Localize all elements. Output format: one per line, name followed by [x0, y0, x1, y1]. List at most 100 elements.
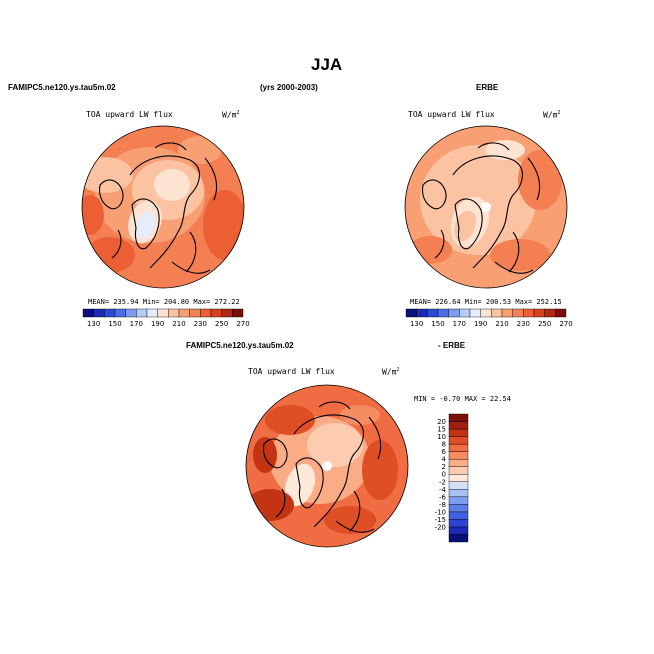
colorbar-swatch	[448, 474, 469, 482]
units-base: W/m	[222, 110, 237, 120]
map-obs	[404, 125, 568, 289]
units-exponent: 2	[236, 110, 240, 116]
colorbar-swatch	[480, 308, 492, 318]
colorbar-swatch	[448, 308, 460, 318]
panel-model-variable: TOA upward LW flux	[86, 110, 173, 119]
years-label: (yrs 2000-2003)	[260, 83, 318, 92]
colorbar-swatch	[448, 413, 469, 422]
colorbar-tick-label: 0	[442, 471, 446, 479]
colorbar-swatch	[232, 308, 244, 318]
colorbar-tick-label: 130	[87, 320, 100, 328]
colorbar-swatch	[200, 308, 212, 318]
units-exponent: 2	[396, 367, 400, 373]
colorbar-swatch	[448, 511, 469, 520]
units-base: W/m	[543, 110, 558, 120]
panel-diff-variable: TOA upward LW flux	[248, 367, 335, 376]
colorbar-swatch	[448, 496, 469, 505]
colorbar-tick-label: 10	[437, 433, 446, 441]
colorbar-tick-label: -2	[439, 478, 446, 486]
colorbar-swatch	[125, 308, 137, 318]
panel-model-stats: MEAN= 235.94 Min= 204.80 Max= 272.22	[88, 298, 240, 306]
colorbar-swatch	[448, 436, 469, 445]
colorbar-swatch	[416, 308, 428, 318]
colorbar-swatch	[221, 308, 233, 318]
panel-obs-variable: TOA upward LW flux	[408, 110, 495, 119]
colorbar-tick-label: 20	[437, 418, 446, 426]
colorbar-tick-label: 150	[431, 320, 444, 328]
colorbar-tick-label: -4	[439, 486, 447, 494]
colorbar-swatch	[544, 308, 556, 318]
colorbar-tick-label: 190	[151, 320, 164, 328]
colorbar-swatch	[533, 308, 545, 318]
colorbar-tick-label: -15	[435, 516, 446, 524]
colorbar-swatch	[448, 534, 469, 543]
colorbar-swatch	[448, 504, 469, 513]
colorbar-swatch	[136, 308, 148, 318]
colorbar-tick-label: 250	[538, 320, 551, 328]
panel-model-units: W/m2	[222, 110, 239, 120]
diff-model-label: FAMIPC5.ne120.ys.tau5m.02	[186, 341, 294, 350]
colorbar-swatch	[146, 308, 158, 318]
map-model	[81, 125, 245, 289]
colorbar-tick-label: 250	[215, 320, 228, 328]
diff-obs-label: - ERBE	[438, 341, 466, 350]
panel-obs-units: W/m2	[543, 110, 560, 120]
map-difference	[245, 384, 409, 548]
colorbar-swatch	[448, 421, 469, 430]
units-exponent: 2	[557, 110, 561, 116]
colorbar-swatch	[405, 308, 417, 318]
colorbar-tick-label: 270	[236, 320, 249, 328]
colorbar-tick-label: -20	[435, 523, 446, 531]
colorbar-tick-label: 8	[442, 441, 446, 449]
colorbar-tick-label: 170	[130, 320, 143, 328]
colorbar-swatch	[104, 308, 116, 318]
colorbar-swatch	[448, 526, 469, 535]
colorbar-tick-label: 130	[410, 320, 423, 328]
colorbar-model: 130 150 170 190 210 230 250 270	[82, 308, 250, 328]
colorbar-tick-label: 210	[172, 320, 185, 328]
colorbar-swatch	[82, 308, 94, 318]
colorbar-swatch	[178, 308, 190, 318]
colorbar-swatch	[448, 428, 469, 437]
colorbar-tick-label: 4	[442, 456, 447, 464]
colorbar-swatch	[448, 458, 469, 467]
colorbar-swatch	[437, 308, 449, 318]
colorbar-swatch	[448, 443, 469, 452]
colorbar-swatch	[512, 308, 524, 318]
colorbar-obs: 130 150 170 190 210 230 250 270	[405, 308, 573, 328]
colorbar-swatch	[448, 489, 469, 498]
obs-label: ERBE	[476, 83, 499, 92]
model-case-label: FAMIPC5.ne120.ys.tau5m.02	[8, 83, 116, 92]
colorbar-swatch	[459, 308, 471, 318]
colorbar-tick-label: -8	[439, 501, 446, 509]
colorbar-swatch	[469, 308, 481, 318]
colorbar-tick-label: 150	[108, 320, 121, 328]
colorbar-swatch	[427, 308, 439, 318]
colorbar-tick-label: 6	[442, 448, 447, 456]
colorbar-swatch	[501, 308, 513, 318]
colorbar-tick-label: 15	[437, 426, 446, 434]
colorbar-swatch	[93, 308, 105, 318]
colorbar-tick-label: 2	[442, 463, 446, 471]
colorbar-swatch	[189, 308, 201, 318]
colorbar-tick-label: -10	[435, 508, 446, 516]
colorbar-tick-label: 230	[194, 320, 207, 328]
colorbar-swatch	[210, 308, 222, 318]
colorbar-tick-label: 210	[495, 320, 508, 328]
panel-obs-stats: MEAN= 226.64 Min= 200.53 Max= 252.15	[410, 298, 562, 306]
season-title: JJA	[311, 55, 343, 74]
colorbar-swatch	[168, 308, 180, 318]
colorbar-swatch	[491, 308, 503, 318]
panel-diff-units: W/m2	[382, 367, 399, 377]
colorbar-tick-label: 170	[453, 320, 466, 328]
colorbar-swatch	[448, 481, 469, 490]
colorbar-swatch	[448, 519, 469, 528]
colorbar-swatch	[555, 308, 567, 318]
units-base: W/m	[382, 367, 397, 377]
colorbar-tick-label: 190	[474, 320, 487, 328]
colorbar-swatch	[114, 308, 126, 318]
colorbar-tick-label: 270	[559, 320, 572, 328]
colorbar-tick-label: 230	[517, 320, 530, 328]
